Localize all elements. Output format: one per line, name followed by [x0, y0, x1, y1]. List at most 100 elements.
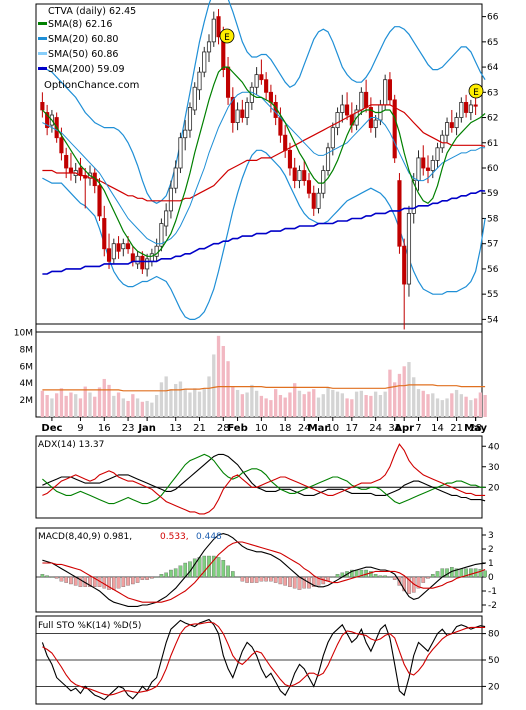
candle-body — [135, 255, 140, 265]
volume-bar — [302, 394, 306, 417]
volume-bar — [193, 388, 197, 417]
xtick-label: Jan — [137, 423, 156, 434]
candle-body — [230, 96, 235, 123]
macd-histogram-bar — [459, 568, 464, 578]
volume-bar — [478, 392, 483, 417]
candle-body — [459, 102, 464, 118]
macd-histogram-bar — [150, 576, 154, 579]
volume-bar — [97, 387, 102, 417]
volume-bar — [307, 391, 311, 417]
candle-body — [297, 170, 302, 182]
macd-histogram-bar — [254, 576, 259, 583]
macd-histogram-bar — [445, 568, 449, 578]
volume-bar — [64, 395, 68, 417]
macd-histogram-bar — [464, 568, 468, 578]
macd-histogram-bar — [359, 569, 364, 578]
earnings-marker-1: E — [219, 28, 235, 44]
candle-body — [206, 41, 212, 53]
macd-histogram-bar — [283, 576, 288, 586]
macd-histogram-bar — [69, 576, 73, 585]
volume-bar — [402, 366, 406, 417]
volume-bar — [164, 376, 168, 417]
volume-bar — [378, 395, 383, 417]
xtick-label: May — [464, 423, 487, 434]
stoch-ytick-label: 20 — [488, 682, 500, 692]
candle-body — [216, 16, 221, 38]
candle-body — [45, 112, 50, 129]
macd-histogram-bar — [211, 555, 216, 578]
candle-body — [311, 192, 316, 209]
candle-body — [397, 180, 402, 247]
candle-body — [287, 149, 293, 169]
volume-bar — [226, 361, 230, 417]
volume-panel — [35, 323, 483, 418]
macd-histogram-bar — [226, 565, 230, 578]
legend-sma50: SMA(50) 60.86 — [48, 49, 118, 60]
volume-bar — [388, 369, 392, 417]
candle-body — [259, 74, 264, 81]
stoch-k-line — [41, 618, 486, 701]
macd-histogram-bar — [50, 576, 54, 578]
macd-histogram-bar — [164, 572, 168, 578]
macd-histogram-bar — [126, 576, 130, 586]
price-ytick-label: 56 — [487, 265, 499, 275]
volume-bar — [354, 391, 359, 417]
macd-histogram-bar — [154, 576, 159, 578]
macd-histogram-bar — [78, 576, 83, 587]
macd-histogram-bar — [221, 560, 226, 578]
macd-ytick-label: 0 — [488, 573, 494, 583]
xtick-label: 28 — [469, 423, 482, 434]
xtick-label: 24 — [369, 423, 382, 434]
legend-sma8: SMA(8) 62.16 — [48, 19, 112, 30]
volume-bar — [350, 399, 354, 417]
volume-bar — [421, 390, 425, 417]
macd-histogram-bar — [235, 576, 240, 578]
adx-label: ADX(14) 13.37 — [38, 440, 104, 450]
volume-bar — [273, 389, 278, 417]
macd-histogram-bar — [121, 576, 126, 587]
candle-body — [454, 117, 459, 129]
candle-body — [159, 223, 164, 247]
macd-histogram-bar — [416, 576, 421, 589]
candle-body — [126, 243, 131, 250]
macd-histogram-bar — [302, 576, 307, 589]
volume-bar — [412, 377, 416, 417]
candle-body — [468, 104, 473, 113]
volume-bar — [45, 395, 49, 417]
volume-bar — [88, 392, 92, 417]
volume-bar — [340, 393, 344, 417]
svg-text:E: E — [224, 33, 230, 43]
candle-body — [116, 243, 121, 252]
volume-bar — [250, 384, 254, 417]
candle-body — [416, 157, 421, 182]
macd-histogram-bar — [402, 576, 407, 592]
macd-histogram-bar — [335, 574, 340, 578]
candle-body — [140, 255, 145, 270]
volume-bar — [102, 378, 106, 417]
candle-body — [383, 79, 388, 106]
macd-histogram-bar — [354, 569, 359, 578]
volume-bar — [259, 395, 264, 417]
volume-bar — [283, 397, 287, 417]
volume-bar — [431, 393, 435, 417]
volume-ytick-label: 6M — [20, 362, 34, 372]
volume-bar — [288, 392, 292, 417]
macd-histogram-bar — [88, 576, 92, 587]
volume-bar — [216, 335, 221, 417]
candle-body — [411, 180, 416, 214]
candle-body — [64, 154, 69, 169]
bollinger-lower-line — [42, 149, 486, 320]
candle-body — [245, 102, 250, 118]
price-ytick-label: 55 — [487, 290, 498, 300]
macd-histogram-bar — [173, 568, 178, 578]
volume-bar — [473, 398, 478, 417]
macd-histogram-bar — [483, 570, 487, 578]
macd-histogram-bar — [259, 576, 264, 582]
candle-body — [106, 248, 112, 262]
volume-bar — [78, 398, 83, 417]
candle-body — [278, 117, 283, 136]
xtick-label: 21 — [450, 423, 463, 434]
xtick-label: 10 — [255, 423, 268, 434]
candle-body — [240, 109, 245, 118]
adx-panel — [35, 435, 483, 519]
